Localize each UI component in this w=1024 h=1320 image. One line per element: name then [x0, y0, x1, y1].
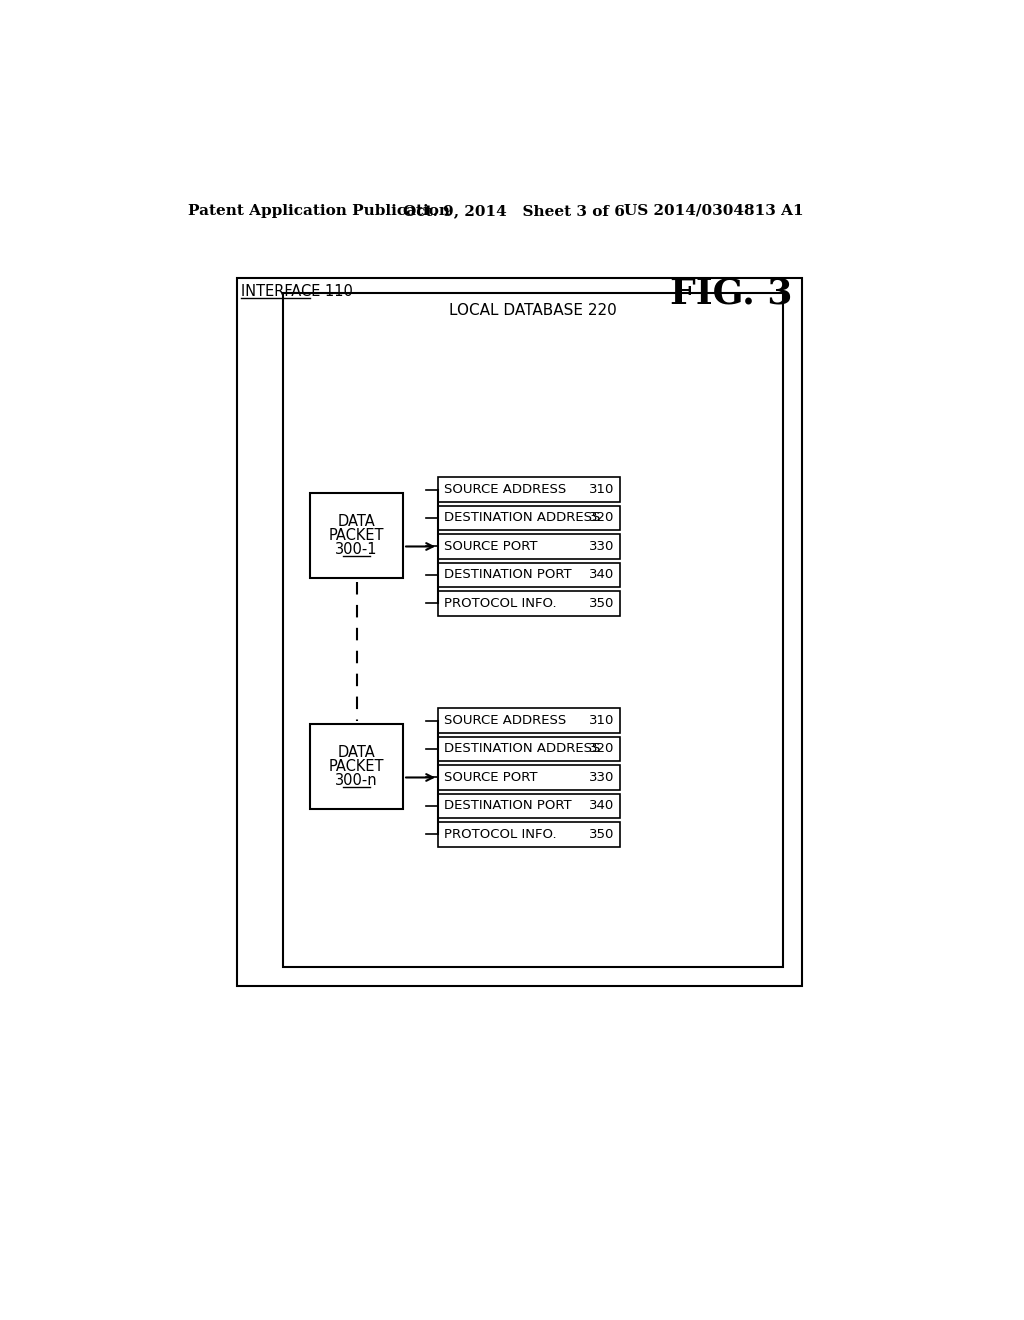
Text: 300-n: 300-n: [335, 774, 378, 788]
Text: DESTINATION ADDRESS: DESTINATION ADDRESS: [444, 511, 600, 524]
Bar: [438, 562, 621, 587]
Text: DATA: DATA: [338, 515, 376, 529]
Bar: [438, 478, 621, 502]
Text: US 2014/0304813 A1: US 2014/0304813 A1: [624, 203, 804, 218]
Text: PACKET: PACKET: [329, 759, 384, 775]
Bar: [438, 766, 621, 789]
Text: SOURCE ADDRESS: SOURCE ADDRESS: [444, 483, 566, 496]
Text: SOURCE ADDRESS: SOURCE ADDRESS: [444, 714, 566, 727]
Text: 310: 310: [589, 714, 614, 727]
Bar: [438, 793, 621, 818]
Bar: [438, 822, 621, 847]
Bar: [237, 277, 802, 986]
Text: 330: 330: [589, 540, 614, 553]
Bar: [310, 725, 403, 809]
Text: 340: 340: [589, 569, 614, 582]
Bar: [310, 494, 403, 578]
Text: SOURCE PORT: SOURCE PORT: [444, 540, 538, 553]
Bar: [283, 293, 783, 966]
Text: SOURCE PORT: SOURCE PORT: [444, 771, 538, 784]
Text: PACKET: PACKET: [329, 528, 384, 544]
Text: DESTINATION PORT: DESTINATION PORT: [444, 800, 571, 813]
Text: Oct. 9, 2014   Sheet 3 of 6: Oct. 9, 2014 Sheet 3 of 6: [403, 203, 625, 218]
Text: PROTOCOL INFO.: PROTOCOL INFO.: [444, 597, 557, 610]
Text: 300-1: 300-1: [336, 543, 378, 557]
Text: LOCAL DATABASE 220: LOCAL DATABASE 220: [450, 302, 616, 318]
Text: 310: 310: [589, 483, 614, 496]
Text: Patent Application Publication: Patent Application Publication: [188, 203, 451, 218]
Text: 350: 350: [589, 597, 614, 610]
Text: DESTINATION PORT: DESTINATION PORT: [444, 569, 571, 582]
Bar: [438, 535, 621, 558]
Text: 320: 320: [589, 511, 614, 524]
Text: 340: 340: [589, 800, 614, 813]
Text: DESTINATION ADDRESS: DESTINATION ADDRESS: [444, 742, 600, 755]
Bar: [438, 506, 621, 531]
Text: 350: 350: [589, 828, 614, 841]
Bar: [438, 708, 621, 733]
Text: FIG. 3: FIG. 3: [671, 276, 793, 310]
Text: 330: 330: [589, 771, 614, 784]
Text: DATA: DATA: [338, 746, 376, 760]
Text: 320: 320: [589, 742, 614, 755]
Bar: [438, 591, 621, 615]
Text: PROTOCOL INFO.: PROTOCOL INFO.: [444, 828, 557, 841]
Bar: [438, 737, 621, 762]
Text: INTERFACE 110: INTERFACE 110: [241, 284, 353, 300]
